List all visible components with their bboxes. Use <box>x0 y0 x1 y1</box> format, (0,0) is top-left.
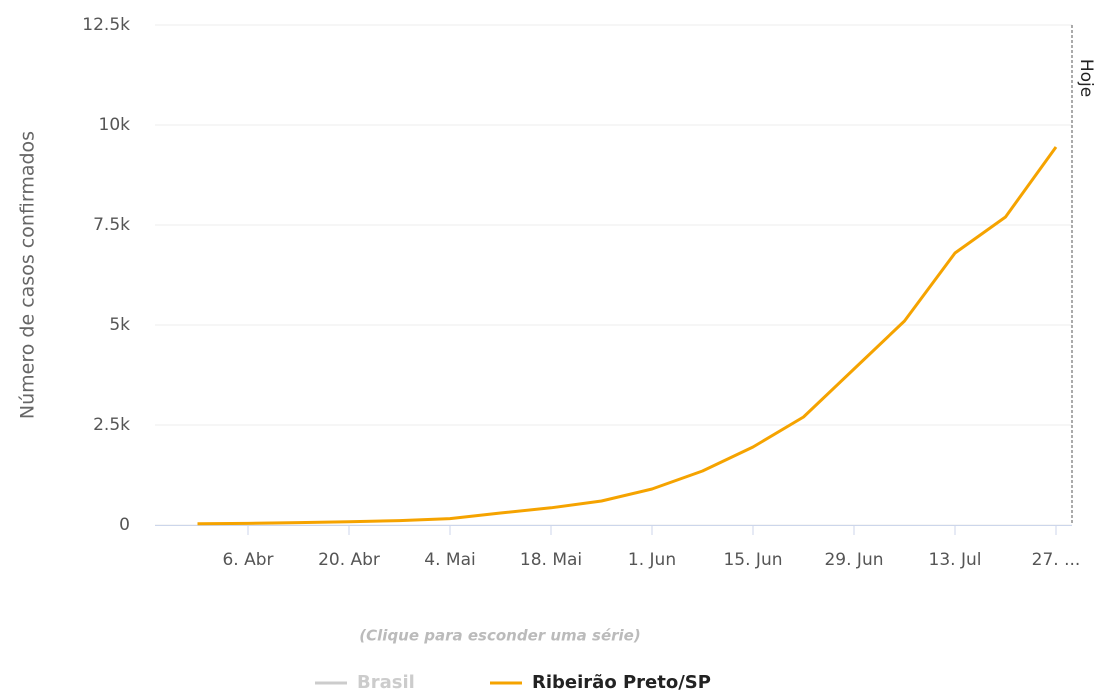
x-tick-label: 13. Jul <box>929 550 982 570</box>
x-tick-label: 18. Mai <box>520 550 582 570</box>
y-tick-label: 7.5k <box>93 215 130 235</box>
y-axis-label: Número de casos confirmados <box>17 131 39 419</box>
legend-hint: (Clique para esconder uma série) <box>359 627 640 645</box>
x-tick-label: 27. ... <box>1032 550 1081 570</box>
x-tick-label: 4. Mai <box>424 550 475 570</box>
y-tick-label: 10k <box>99 115 131 135</box>
x-tick-label: 1. Jun <box>628 550 676 570</box>
y-tick-label: 5k <box>109 315 130 335</box>
x-tick-label: 20. Abr <box>318 550 380 570</box>
x-tick-label: 29. Jun <box>824 550 883 570</box>
legend-label[interactable]: Ribeirão Preto/SP <box>532 672 711 693</box>
x-tick-label: 15. Jun <box>723 550 782 570</box>
series-line <box>197 146 1058 526</box>
today-label: Hoje <box>1076 59 1096 97</box>
y-tick-label: 2.5k <box>93 415 130 435</box>
y-tick-label: 12.5k <box>82 15 130 35</box>
legend-label[interactable]: Brasil <box>357 672 415 693</box>
y-tick-label: 0 <box>119 515 130 535</box>
x-tick-label: 6. Abr <box>222 550 273 570</box>
